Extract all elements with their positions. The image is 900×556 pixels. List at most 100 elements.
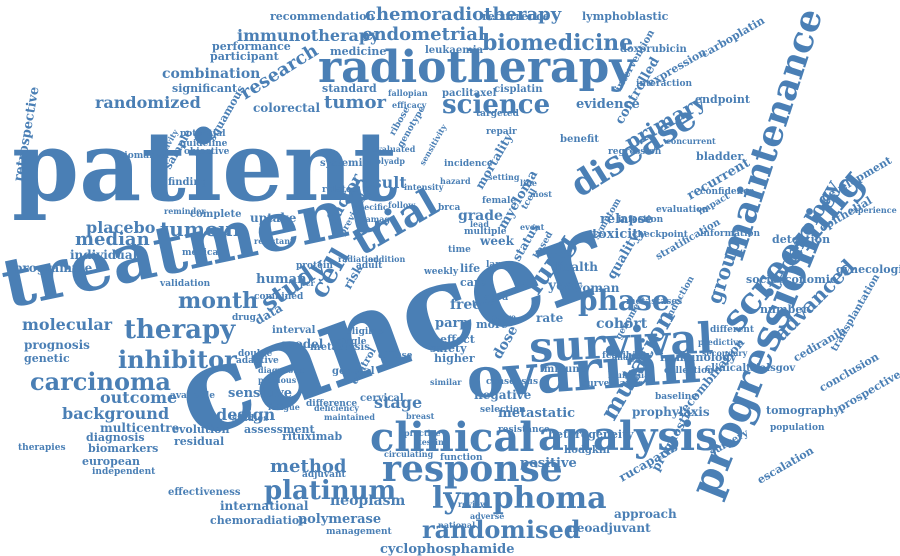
word-confidence: confidence bbox=[700, 187, 755, 197]
word-biomedicine: biomedicine bbox=[482, 30, 633, 56]
word-event: event bbox=[520, 222, 545, 232]
word-effect: effect bbox=[440, 333, 476, 346]
word-protein: protein bbox=[296, 261, 333, 271]
word-checkpoint: checkpoint bbox=[632, 230, 689, 240]
word-chemoradiation: chemoradiation bbox=[210, 514, 307, 527]
word-background: background bbox=[62, 404, 169, 423]
word-female: female bbox=[482, 196, 516, 206]
word-escalation: escalation bbox=[755, 444, 816, 487]
word-radiation: radiation bbox=[338, 254, 379, 264]
word-patient: patient bbox=[12, 110, 397, 223]
word-objective: objective bbox=[184, 147, 230, 157]
word-experience: experience bbox=[848, 205, 897, 215]
word-month: month bbox=[178, 288, 258, 314]
word-programme: programme bbox=[14, 261, 93, 275]
word-weekly: weekly bbox=[423, 267, 459, 277]
word-most: most bbox=[530, 189, 552, 199]
word-individual: individual bbox=[70, 248, 138, 262]
word-gynecologic: gynecologic bbox=[836, 263, 900, 276]
word-paclitaxel: paclitaxel bbox=[442, 88, 497, 99]
word-multiple: multiple bbox=[464, 227, 507, 237]
word-immunotherapy: immunotherapy bbox=[237, 26, 380, 45]
word-rate: rate bbox=[536, 311, 564, 325]
word-feasibility: feasibility bbox=[602, 351, 653, 361]
word-lymphoblastic: lymphoblastic bbox=[582, 10, 669, 23]
word-approach: approach bbox=[614, 507, 677, 521]
word-detection: detection bbox=[772, 233, 830, 246]
word-baseline: baseline bbox=[655, 392, 697, 402]
word-multicentre: multicentre bbox=[100, 421, 180, 435]
word-prognosis: prognosis bbox=[24, 338, 90, 352]
word-finding: finding bbox=[168, 177, 208, 188]
word-pcr: pcr bbox=[300, 278, 315, 288]
word-recurrence: recurrence bbox=[482, 10, 550, 23]
word-relapse: relapse bbox=[600, 212, 653, 227]
word-single: single bbox=[336, 337, 367, 347]
word-european: european bbox=[82, 455, 140, 468]
word-adjuvant: adjuvant bbox=[302, 470, 347, 480]
word-medicine: medicine bbox=[330, 45, 386, 58]
word-different: different bbox=[710, 325, 755, 335]
word-hodgkin: hodgkin bbox=[564, 445, 611, 456]
word-hazard: hazard bbox=[440, 176, 471, 186]
word-cyclophosphamide: cyclophosphamide bbox=[380, 542, 515, 556]
word-endometrial: endometrial bbox=[362, 24, 485, 45]
word-week: week bbox=[479, 234, 515, 248]
word-grade: grade bbox=[458, 208, 503, 224]
word-clinical: clinical bbox=[370, 414, 535, 461]
word-practice: practice bbox=[404, 428, 441, 438]
word-validation: validation bbox=[159, 279, 211, 289]
word-standard: standard bbox=[322, 82, 377, 95]
word-placebo: placebo bbox=[86, 218, 156, 237]
word-independent: independent bbox=[92, 467, 156, 477]
word-fallopian: fallopian bbox=[388, 88, 428, 98]
word-medical: medical bbox=[182, 248, 222, 258]
word-neoadjuvant: neoadjuvant bbox=[568, 521, 651, 535]
word-chemoradiotherapy: chemoradiotherapy bbox=[365, 4, 562, 25]
word-ovarian: ovarian bbox=[464, 330, 702, 412]
word-carboplatin: carboplatin bbox=[699, 14, 767, 61]
word-surveillance: surveillance bbox=[582, 379, 643, 389]
word-information: information bbox=[700, 229, 761, 239]
word-doxorubicin: doxorubicin bbox=[620, 44, 688, 55]
word-analyse: analyse bbox=[612, 352, 645, 362]
word-benefit: benefit bbox=[560, 134, 599, 145]
word-tumour: tumour bbox=[160, 217, 244, 241]
word-score: score bbox=[492, 312, 516, 322]
word-platinum: platinum bbox=[264, 476, 396, 506]
word-population: population bbox=[770, 423, 825, 433]
word-aged: aged bbox=[484, 293, 509, 303]
word-design: design bbox=[216, 405, 276, 424]
word-rituximab: rituximab bbox=[282, 430, 343, 443]
word-general: general bbox=[332, 366, 375, 377]
word-related: related bbox=[322, 185, 359, 195]
word-follow: follow bbox=[388, 200, 416, 210]
word-therapy: therapy bbox=[124, 315, 236, 345]
word-damage: damage bbox=[360, 214, 395, 224]
word-residual: residual bbox=[174, 435, 224, 448]
word-studies: studies bbox=[232, 414, 268, 424]
word-addition: addition bbox=[368, 254, 405, 264]
word-stage: stage bbox=[374, 393, 422, 412]
word-randomised: randomised bbox=[422, 515, 581, 544]
word-therapies: therapies bbox=[18, 443, 66, 453]
word-national: national bbox=[438, 520, 475, 530]
word-life: life bbox=[460, 262, 480, 275]
word-cohort: cohort bbox=[596, 316, 648, 332]
word-lead: lead bbox=[470, 219, 489, 229]
word-method: method bbox=[270, 456, 347, 477]
word-regression: regression bbox=[608, 147, 662, 157]
word-function: function bbox=[440, 453, 483, 463]
word-infection: infection bbox=[618, 215, 664, 225]
word-free: free bbox=[450, 297, 481, 313]
word-clinicaltrialsgov: clinicaltrialsgov bbox=[705, 363, 796, 374]
word-immune: immune bbox=[540, 364, 586, 375]
word-similar: similar bbox=[430, 377, 462, 387]
word-resistance: resistance bbox=[498, 425, 550, 435]
word-evolution: evolution bbox=[172, 423, 230, 436]
word-resistant: resistant bbox=[254, 236, 294, 246]
word-repair: repair bbox=[486, 127, 517, 137]
word-breast: breast bbox=[406, 411, 435, 421]
word-participant: participant bbox=[210, 50, 280, 63]
word-diffuse: diffuse bbox=[378, 351, 413, 361]
